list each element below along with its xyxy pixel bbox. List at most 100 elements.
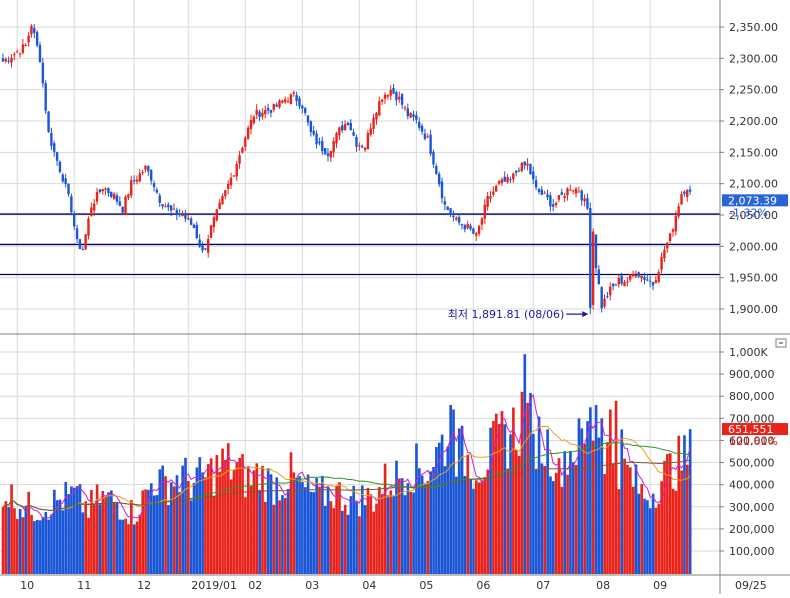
volume-bar — [603, 473, 606, 574]
candle-body — [503, 176, 506, 182]
volume-bar — [366, 487, 370, 574]
candle-body — [246, 127, 250, 139]
candle-body — [648, 280, 652, 282]
volume-bar — [272, 504, 276, 574]
candle-body — [278, 100, 281, 108]
volume-bar — [209, 458, 213, 574]
volume-bar — [440, 434, 444, 574]
candle-body — [469, 225, 472, 230]
candle-body — [383, 94, 387, 99]
volume-bar — [235, 461, 239, 574]
candle-body — [549, 195, 552, 207]
candle-body — [426, 136, 429, 138]
candle-body — [400, 94, 404, 105]
candle-body — [437, 173, 441, 185]
volume-bar — [406, 483, 410, 574]
candle-body — [386, 95, 390, 97]
volume-bar — [589, 407, 592, 574]
candle-body — [261, 112, 264, 117]
volume-bar — [620, 429, 624, 574]
volume-bar — [554, 472, 558, 574]
volume-bar — [523, 354, 527, 574]
candle-body — [312, 130, 315, 135]
volume-bar — [520, 391, 524, 574]
volume-bar — [127, 524, 130, 574]
candle-body — [187, 218, 190, 220]
volume-bar — [640, 484, 644, 574]
price-tick-label: 2,000.00 — [729, 240, 778, 253]
volume-bar — [349, 496, 353, 574]
volume-bar — [403, 495, 407, 574]
candle-body — [235, 164, 238, 177]
candle-body — [489, 196, 492, 199]
volume-bar — [680, 470, 683, 574]
candle-body — [654, 280, 658, 283]
volume-bar — [677, 435, 681, 574]
volume-bar — [571, 462, 575, 574]
candle-body — [58, 161, 62, 172]
candle-body — [452, 215, 455, 217]
candle-body — [486, 195, 489, 208]
candle-body — [204, 248, 207, 250]
volume-tick-label: 1,000K — [729, 346, 768, 359]
volume-bar — [623, 458, 626, 574]
volume-bar — [281, 495, 284, 574]
candle-body — [221, 196, 224, 205]
candle-body — [671, 229, 675, 232]
volume-bar — [169, 482, 173, 574]
candle-body — [617, 277, 620, 285]
volume-bar — [55, 500, 59, 574]
volume-bar — [569, 451, 572, 574]
volume-bar — [47, 519, 50, 574]
volume-bar — [252, 470, 256, 574]
volume-bar — [189, 500, 193, 574]
volume-bar — [363, 505, 367, 574]
volume-bar — [301, 482, 304, 574]
candle-body — [149, 170, 153, 181]
candle-body — [275, 104, 278, 107]
volume-bar — [426, 480, 430, 574]
volume-bar — [358, 516, 361, 574]
volume-bar — [7, 507, 11, 574]
candle-body — [477, 225, 481, 234]
volume-tick-label: 300,000 — [729, 501, 775, 514]
candle-body — [571, 190, 575, 192]
candle-body — [92, 203, 96, 211]
candle-body — [668, 233, 672, 241]
candle-body — [84, 234, 87, 250]
candle-body — [611, 283, 615, 287]
volume-bar — [671, 488, 675, 574]
volume-bar — [241, 454, 244, 574]
volume-bar — [651, 493, 655, 574]
candle-body — [138, 173, 141, 182]
volume-bar — [147, 489, 150, 574]
volume-bar — [378, 487, 381, 574]
candle-body — [161, 204, 164, 207]
volume-bar — [412, 492, 415, 574]
volume-bar — [457, 428, 461, 574]
candle-body — [87, 218, 90, 236]
volume-bar — [583, 443, 587, 574]
candle-body — [435, 166, 438, 174]
volume-bar — [298, 476, 301, 574]
candle-body — [38, 45, 42, 63]
volume-bar — [172, 486, 176, 574]
candle-body — [606, 296, 609, 298]
x-tick-label: 06 — [476, 579, 490, 592]
candle-body — [90, 207, 93, 216]
volume-bar — [309, 491, 313, 574]
volume-bar — [666, 453, 669, 574]
candle-body — [152, 183, 156, 188]
candle-body — [292, 92, 295, 94]
volume-bar — [110, 490, 113, 574]
volume-bar — [278, 500, 281, 574]
candle-body — [674, 215, 678, 232]
volume-bar — [648, 508, 652, 574]
x-tick-label: 05 — [419, 579, 433, 592]
volume-bar — [41, 517, 45, 574]
volume-bar — [631, 486, 635, 574]
candle-body — [494, 185, 498, 192]
candle-body — [683, 191, 686, 195]
candle-body — [50, 132, 53, 146]
candle-body — [429, 134, 432, 154]
